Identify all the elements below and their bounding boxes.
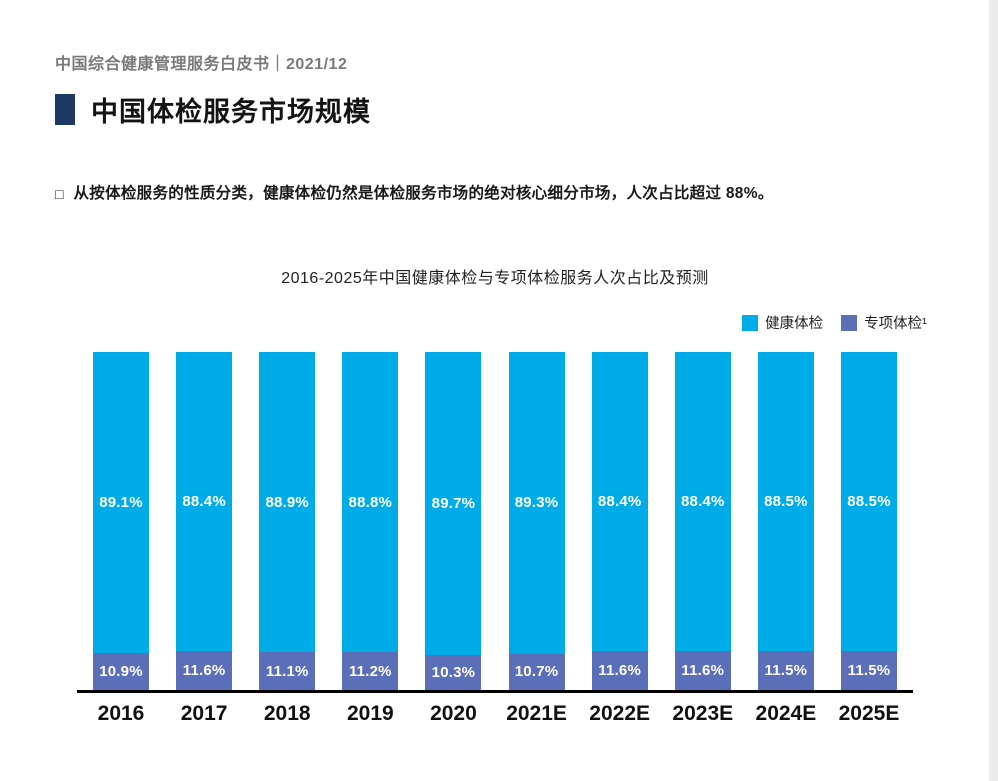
title-accent-square (55, 94, 75, 125)
legend-label: 专项体检¹ (864, 316, 927, 332)
bar-group-2020: 89.7% 10.3% (425, 352, 482, 690)
bar-value-label: 88.5% (764, 493, 808, 511)
page-title: 中国体检服务市场规模 (91, 97, 371, 127)
document-header: 中国综合健康管理服务白皮书｜2021/12 (55, 56, 348, 73)
bar-value-label: 10.3% (431, 664, 476, 682)
bar-value-label: 89.7% (431, 495, 476, 513)
legend-item: 健康体检 (742, 312, 823, 333)
chart-legend: 健康体检 专项体检¹ (742, 312, 927, 333)
bar-value-label: 11.5% (764, 662, 808, 680)
page-edge-strip (989, 0, 998, 781)
bar-group-2023E: 88.4% 11.6% (674, 352, 731, 690)
bar-value-label: 11.6% (598, 661, 642, 679)
x-axis-line (77, 690, 913, 693)
bar-segment: 11.6% (591, 650, 648, 690)
x-axis-tick-label: 2018 (263, 702, 311, 725)
bar-segment: 11.5% (840, 651, 897, 690)
x-axis-labels: 2016 2017 2018 2019 2020 2021E 2022E 2023E 2024E… (85, 702, 905, 726)
bullet-point: □ 从按体检服务的性质分类，健康体检仍然是体检服务市场的绝对核心细分市场，人次占… (55, 183, 955, 205)
legend-swatch-icon (841, 314, 858, 331)
bar-value-label: 11.5% (847, 662, 891, 680)
bar-segment: 11.1% (259, 652, 316, 690)
bar-value-label: 88.8% (348, 493, 393, 511)
bar-value-label: 89.3% (514, 494, 559, 512)
bar-value-label: 88.4% (182, 492, 226, 510)
bar-group-2024E: 88.5% 11.5% (757, 352, 814, 690)
bar-group-2021E: 89.3% 10.7% (508, 352, 565, 690)
bar-segment: 11.5% (757, 651, 814, 690)
x-axis-tick-label: 2022E (589, 702, 651, 725)
bar-segment: 89.3% (508, 352, 565, 654)
x-axis-tick-label: 2025E (838, 702, 900, 725)
bar-value-label: 89.1% (99, 494, 143, 512)
bar-value-label: 88.9% (265, 493, 309, 511)
bar-segment: 10.9% (93, 653, 149, 690)
bar-segment: 10.7% (508, 653, 565, 690)
bar-segment: 89.7% (425, 352, 482, 656)
bullet-text: 从按体检服务的性质分类，健康体检仍然是体检服务市场的绝对核心细分市场，人次占比超… (73, 185, 774, 202)
bar-group-2025E: 88.5% 11.5% (840, 352, 897, 690)
stacked-bar-chart: 2016-2025年中国健康体检与专项体检服务人次占比及预测 健康体检 专项体检¹… (77, 264, 927, 744)
legend-item: 专项体检¹ (841, 312, 927, 333)
bar-segment: 89.1% (93, 352, 149, 654)
bar-value-label: 11.2% (348, 662, 392, 680)
bar-segment: 88.9% (259, 352, 316, 653)
x-axis-tick-label: 2020 (430, 702, 477, 725)
x-axis-tick-label: 2023E (672, 702, 734, 725)
bar-group-2019: 88.8% 11.2% (342, 352, 399, 690)
bar-group-2018: 88.9% 11.1% (259, 352, 316, 690)
chart-title: 2016-2025年中国健康体检与专项体检服务人次占比及预测 (281, 270, 709, 287)
x-axis-tick-label: 2021E (506, 702, 567, 725)
bar-segment: 11.6% (176, 650, 233, 690)
bar-segment: 88.4% (176, 352, 233, 651)
x-axis-tick-label: 2016 (97, 702, 145, 725)
bar-value-label: 11.6% (681, 661, 725, 679)
section-title-row: 中国体检服务市场规模 (55, 90, 371, 129)
bar-segment: 11.6% (674, 650, 731, 690)
bar-value-label: 10.9% (99, 663, 143, 681)
bar-segment: 88.8% (342, 352, 399, 653)
bar-value-label: 88.4% (597, 492, 642, 510)
bar-group-2016: 89.1% 10.9% (93, 352, 149, 690)
bar-segment: 88.4% (674, 352, 731, 651)
bar-segment: 88.5% (840, 352, 897, 652)
bar-value-label: 10.7% (514, 663, 559, 681)
bar-segment: 88.5% (757, 352, 814, 652)
bar-value-label: 88.5% (847, 493, 891, 511)
bullet-square-icon: □ (55, 186, 64, 202)
legend-swatch-icon (742, 314, 759, 331)
bar-value-label: 88.4% (680, 492, 725, 510)
bar-group-2017: 88.4% 11.6% (176, 352, 233, 690)
bar-segment: 88.4% (591, 352, 648, 651)
x-axis-tick-label: 2019 (346, 702, 394, 725)
bar-segment: 10.3% (425, 655, 482, 690)
x-axis-tick-label: 2024E (755, 702, 817, 725)
chart-plot-area: 89.1% 10.9% 88.4% 11.6% 88.9% 11.1% 88.8% 11.2%… (85, 352, 905, 690)
bar-segment: 11.2% (342, 652, 399, 690)
bar-value-label: 11.1% (265, 662, 309, 680)
bar-value-label: 11.6% (182, 661, 226, 679)
bar-group-2022E: 88.4% 11.6% (591, 352, 648, 690)
x-axis-tick-label: 2017 (180, 702, 228, 725)
legend-label: 健康体检 (765, 316, 824, 332)
